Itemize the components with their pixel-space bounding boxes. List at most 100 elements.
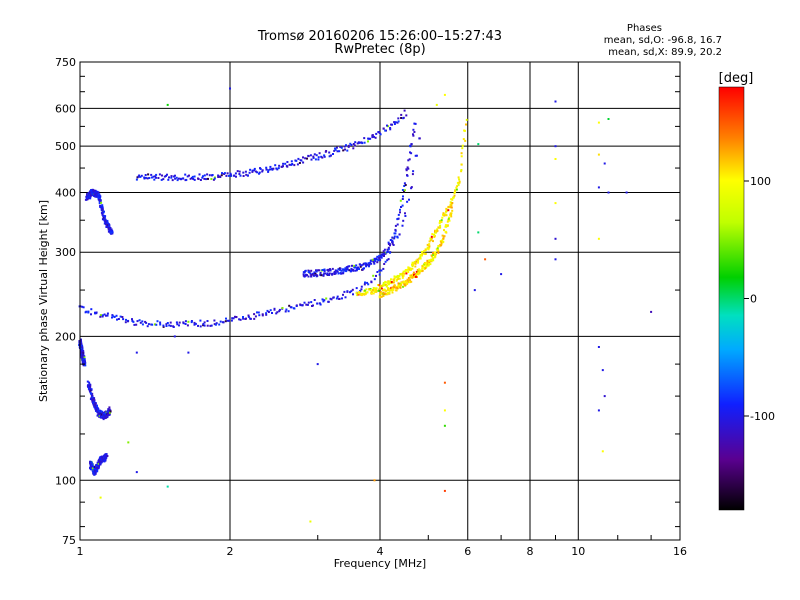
echo-point [271, 312, 273, 314]
echo-point [253, 167, 256, 170]
echo-point [413, 131, 416, 133]
echo-point [421, 266, 424, 269]
echo-point [193, 321, 196, 324]
echo-point [360, 294, 363, 297]
echo-point [106, 312, 109, 315]
echo-point [370, 280, 373, 283]
echo-point [334, 148, 337, 151]
echo-point [242, 316, 244, 318]
echo-point [91, 399, 94, 402]
echo-point [197, 324, 199, 327]
echo-point [100, 207, 103, 210]
echo-point [328, 151, 331, 154]
echo-point [412, 263, 414, 266]
echo-point [338, 268, 341, 271]
echo-point [394, 121, 397, 124]
echo-point [407, 159, 410, 162]
echo-point [254, 170, 257, 173]
echo-point [202, 324, 205, 327]
echo-point [383, 263, 386, 265]
echo-point [328, 155, 331, 158]
echo-point [373, 262, 376, 265]
echo-point [358, 292, 361, 295]
echo-point [389, 280, 392, 283]
echo-point [450, 215, 453, 218]
echo-point [434, 253, 437, 256]
y-tick-label: 500 [55, 140, 76, 153]
echo-point [349, 142, 352, 145]
echo-point [434, 255, 437, 258]
echo-point [465, 123, 467, 126]
echo-point [373, 135, 375, 138]
echo-point [313, 299, 316, 301]
echo-point [346, 267, 349, 270]
echo-point [105, 453, 108, 456]
echo-point [206, 324, 209, 327]
echo-point [406, 281, 409, 284]
phase-info-heading: Phases [627, 23, 662, 34]
echo-point [351, 264, 353, 267]
scatter-point [554, 158, 557, 160]
echo-point [456, 185, 459, 188]
echo-point [319, 303, 322, 306]
echo-point [107, 226, 110, 229]
echo-point [385, 290, 388, 293]
echo-point [407, 271, 410, 273]
echo-point [450, 204, 453, 206]
echo-point [320, 274, 323, 277]
echo-point [184, 323, 187, 325]
echo-point [454, 190, 457, 193]
echo-point [138, 319, 141, 322]
echo-point [408, 198, 410, 201]
echo-point [161, 174, 163, 177]
echo-point [162, 178, 165, 181]
scatter-point [309, 520, 312, 523]
echo-point [434, 234, 436, 237]
echo-point [437, 245, 440, 247]
echo-point [389, 127, 392, 129]
echo-point [349, 291, 351, 294]
echo-point [447, 217, 450, 220]
echo-point [158, 173, 161, 176]
echo-point [302, 161, 305, 164]
echo-point [108, 413, 111, 416]
echo-point [360, 264, 363, 267]
echo-point [270, 167, 273, 170]
phase-info-o: mean, sd,O: -96.8, 16.7 [604, 35, 722, 46]
echo-point [410, 274, 413, 277]
echo-point [401, 204, 404, 207]
echo-point [256, 311, 258, 314]
echo-point [368, 263, 371, 266]
echo-point [440, 243, 443, 246]
echo-point [396, 121, 399, 124]
echo-point [386, 248, 389, 251]
echo-point [425, 265, 428, 268]
echo-point [349, 270, 352, 272]
echo-point [405, 280, 408, 283]
echo-point [175, 176, 178, 179]
echo-point [371, 258, 374, 261]
echo-point [347, 145, 350, 148]
echo-point [347, 265, 350, 268]
echo-point [178, 321, 181, 324]
echo-point [226, 319, 229, 322]
echo-point [174, 174, 176, 177]
echo-point [460, 170, 463, 173]
echo-point [203, 324, 206, 327]
echo-point [233, 174, 236, 177]
echo-point [306, 274, 308, 277]
scatter-point [597, 237, 600, 240]
echo-point [225, 317, 227, 320]
echo-point [93, 399, 96, 402]
echo-point [434, 230, 437, 233]
echo-point [376, 255, 379, 258]
echo-point [423, 262, 426, 264]
echo-point [98, 459, 101, 462]
echo-point [352, 293, 354, 296]
echo-point [108, 229, 111, 232]
echo-point [368, 288, 371, 291]
echo-point [401, 198, 404, 200]
scatter-point [554, 202, 557, 205]
echo-point [309, 154, 312, 157]
echo-point [96, 190, 99, 193]
